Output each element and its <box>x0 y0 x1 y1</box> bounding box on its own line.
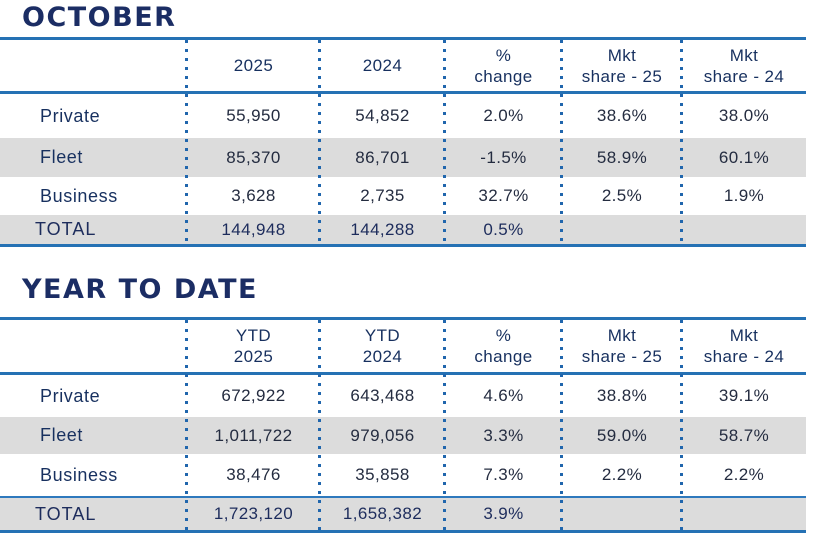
cell-mkt-share-25: 2.5% <box>601 186 643 205</box>
row-total: TOTAL 1,723,120 1,658,382 3.9% <box>0 496 806 530</box>
cell-mkt-share-25: 2.2% <box>601 465 643 484</box>
header-line: % <box>495 45 512 65</box>
cell-mkt-share-25: 58.9% <box>596 147 648 167</box>
col-pct-change-header: % change <box>445 325 562 367</box>
header-line: 2024 <box>362 56 403 75</box>
row-private: Private 672,922 643,468 4.6% 38.8% 39.1% <box>0 375 806 417</box>
cell-ytd-2024: 35,858 <box>355 465 410 484</box>
col-mkt-share-24-header: Mkt share - 24 <box>682 325 806 367</box>
header-line: change <box>474 66 533 86</box>
cell-ytd-2024: 643,468 <box>350 386 415 405</box>
row-private: Private 55,950 54,852 2.0% 38.6% 38.0% <box>0 94 806 138</box>
cell-ytd-2024: 979,056 <box>350 425 415 445</box>
october-header-row: 2025 2024 % change Mkt share - 25 Mkt sh… <box>0 40 806 94</box>
cell-ytd-2025: 672,922 <box>221 386 286 405</box>
header-line: share - 25 <box>581 347 663 366</box>
year-to-date-title: YEAR TO DATE <box>22 274 258 305</box>
header-line: Mkt <box>607 326 637 345</box>
header-line: 2025 <box>233 347 274 366</box>
row-label: Private <box>40 385 101 406</box>
cell-mkt-share-24: 39.1% <box>718 386 770 405</box>
cell-2024: 144,288 <box>350 219 415 239</box>
header-line: % <box>495 326 512 345</box>
row-label: Fleet <box>40 425 84 445</box>
row-label: Private <box>40 105 101 126</box>
year-to-date-table: YTD 2025 YTD 2024 % change Mkt share - 2… <box>0 317 806 533</box>
header-line: YTD <box>235 326 272 345</box>
cell-2025: 3,628 <box>231 186 276 205</box>
cell-ytd-2025: 1,011,722 <box>214 425 293 445</box>
cell-mkt-share-24: 1.9% <box>723 186 765 205</box>
row-label: TOTAL <box>35 219 97 239</box>
october-table: 2025 2024 % change Mkt share - 25 Mkt sh… <box>0 37 806 247</box>
cell-ytd-2025: 1,723,120 <box>213 504 294 523</box>
row-label: TOTAL <box>35 503 97 524</box>
cell-mkt-share-24: 58.7% <box>718 425 770 445</box>
row-label: Business <box>40 464 118 485</box>
cell-2024: 86,701 <box>355 147 410 167</box>
header-line: share - 24 <box>703 347 785 366</box>
col-mkt-share-25-header: Mkt share - 25 <box>562 45 682 87</box>
row-fleet: Fleet 1,011,722 979,056 3.3% 59.0% 58.7% <box>0 417 806 454</box>
cell-ytd-2025: 38,476 <box>226 465 281 484</box>
col-pct-change-header: % change <box>445 45 562 87</box>
cell-mkt-share-24: 2.2% <box>723 465 765 484</box>
row-label: Business <box>40 185 118 206</box>
cell-mkt-share-25: 59.0% <box>596 425 648 445</box>
cell-2025: 85,370 <box>226 147 281 167</box>
header-line: Mkt <box>729 326 759 345</box>
header-line: share - 24 <box>703 66 785 86</box>
cell-pct-change: 7.3% <box>483 465 524 484</box>
col-2025-header: 2025 <box>187 55 320 76</box>
row-label: Fleet <box>40 147 84 167</box>
cell-2024: 54,852 <box>355 106 410 125</box>
cell-mkt-share-24: 38.0% <box>718 106 770 125</box>
header-line: 2024 <box>362 347 403 366</box>
cell-pct-change: -1.5% <box>480 147 527 167</box>
header-line: Mkt <box>607 45 637 65</box>
col-ytd-2024-header: YTD 2024 <box>320 325 445 367</box>
cell-pct-change: 4.6% <box>483 386 524 405</box>
cell-pct-change: 3.3% <box>483 425 524 445</box>
header-line: share - 25 <box>581 66 663 86</box>
col-2024-header: 2024 <box>320 55 445 76</box>
cell-pct-change: 0.5% <box>483 219 524 239</box>
cell-pct-change: 3.9% <box>483 504 524 523</box>
row-total: TOTAL 144,948 144,288 0.5% <box>0 215 806 244</box>
cell-pct-change: 32.7% <box>478 186 529 205</box>
cell-ytd-2024: 1,658,382 <box>342 504 423 523</box>
cell-pct-change: 2.0% <box>483 106 524 125</box>
row-business: Business 3,628 2,735 32.7% 2.5% 1.9% <box>0 177 806 215</box>
cell-2025: 55,950 <box>226 106 281 125</box>
row-business: Business 38,476 35,858 7.3% 2.2% 2.2% <box>0 454 806 496</box>
cell-2025: 144,948 <box>221 219 286 239</box>
header-line: YTD <box>364 326 401 345</box>
ytd-header-row: YTD 2025 YTD 2024 % change Mkt share - 2… <box>0 320 806 375</box>
col-mkt-share-24-header: Mkt share - 24 <box>682 45 806 87</box>
october-title: OCTOBER <box>22 2 177 33</box>
row-fleet: Fleet 85,370 86,701 -1.5% 58.9% 60.1% <box>0 138 806 177</box>
cell-mkt-share-25: 38.8% <box>596 386 648 405</box>
header-line: change <box>474 347 533 366</box>
header-line: 2025 <box>233 56 274 75</box>
col-mkt-share-25-header: Mkt share - 25 <box>562 325 682 367</box>
cell-mkt-share-25: 38.6% <box>596 106 648 125</box>
cell-2024: 2,735 <box>360 186 405 205</box>
header-line: Mkt <box>729 45 759 65</box>
col-ytd-2025-header: YTD 2025 <box>187 325 320 367</box>
cell-mkt-share-24: 60.1% <box>718 147 770 167</box>
